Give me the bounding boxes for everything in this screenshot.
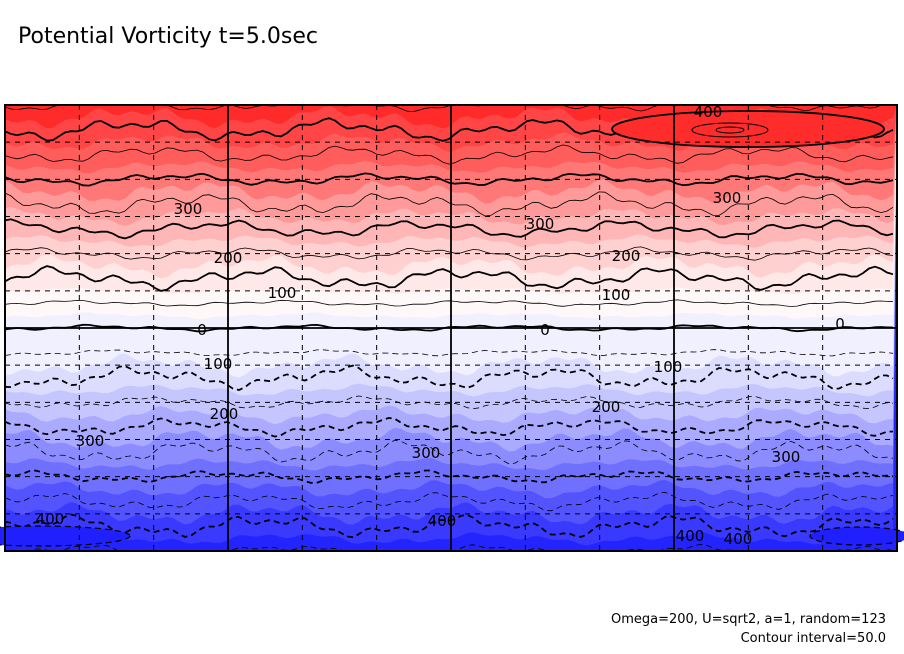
grid-lines: [5, 105, 897, 551]
contour-label-text: 400: [694, 103, 723, 121]
contour--400: [4, 513, 894, 539]
contour-label: 0: [540, 321, 550, 339]
contour--200: [4, 416, 894, 438]
contour-label-text: 100: [204, 355, 233, 373]
contour-250: [4, 191, 894, 217]
contour-label: 200: [214, 249, 243, 267]
contour-label-text: 200: [210, 405, 239, 423]
contour-label: 300: [772, 448, 801, 466]
contour-label-text: 300: [412, 444, 441, 462]
contour-label-text: 200: [214, 249, 243, 267]
contour-label: 300: [174, 200, 203, 218]
contour-label: 100: [268, 284, 297, 302]
contour-label: 300: [713, 189, 742, 207]
contour-neg-cell-right: [809, 526, 904, 546]
chart-title: Potential Vorticity t=5.0sec: [18, 24, 318, 49]
contour-label-text: 300: [76, 432, 105, 450]
contour-450-cell: [691, 122, 769, 138]
contour-label-text: 300: [772, 448, 801, 466]
plot-frame: [4, 104, 898, 552]
contour-labels: 400 300 300 300 200 200 100 100 0 0 0 100 100 200 200 3…: [36, 103, 845, 548]
contour-interval-note: Contour interval=50.0: [740, 631, 886, 646]
contour-200: [4, 218, 894, 240]
contour--300: [4, 469, 894, 484]
contour--150: [4, 395, 894, 410]
contour-label: 400: [36, 510, 65, 528]
contour-label: 400: [694, 103, 723, 121]
contour-100: [4, 265, 894, 292]
contour-500-cell: [715, 126, 745, 134]
contour-label-text: 300: [174, 200, 203, 218]
contour-label: 100: [654, 358, 683, 376]
contour-label: 400: [428, 512, 457, 530]
contour-label: 400: [676, 527, 705, 545]
contour-label-text: 400: [36, 510, 65, 528]
contour-label: 200: [592, 398, 621, 416]
contour-label-text: 200: [612, 247, 641, 265]
contour-label-text: 100: [602, 286, 631, 304]
contour-label: 400: [724, 530, 753, 548]
contour-label-text: 0: [835, 315, 845, 333]
contour-label-text: 0: [540, 321, 550, 339]
contour-label-text: 400: [724, 530, 753, 548]
parameters-note: Omega=200, U=sqrt2, a=1, random=123: [610, 612, 886, 627]
contour-label-text: 0: [197, 321, 207, 339]
contour-350: [4, 144, 894, 165]
contour-label-text: 400: [428, 512, 457, 530]
contour-label: 0: [835, 315, 845, 333]
contour-label-text: 400: [676, 527, 705, 545]
contour-label: 200: [612, 247, 641, 265]
contour-label: 300: [526, 215, 555, 233]
contour-label: 200: [210, 405, 239, 423]
contour-label-text: 300: [713, 189, 742, 207]
contour-label-text: 300: [526, 215, 555, 233]
contour-label: 0: [197, 321, 207, 339]
contour--350: [4, 491, 894, 512]
contour-label-text: 100: [268, 284, 297, 302]
contour-label-text: 200: [592, 398, 621, 416]
contour-label: 300: [76, 432, 105, 450]
contour-300: [4, 172, 894, 187]
contour-label: 300: [412, 444, 441, 462]
contour-label: 100: [204, 355, 233, 373]
contour-neg-cell-left: [0, 525, 131, 547]
contour-50: [4, 299, 894, 307]
contour-label-text: 100: [654, 358, 683, 376]
contour--250: [4, 439, 894, 465]
contour-150: [4, 246, 894, 261]
contour--50: [4, 349, 894, 357]
contour-label: 100: [602, 286, 631, 304]
